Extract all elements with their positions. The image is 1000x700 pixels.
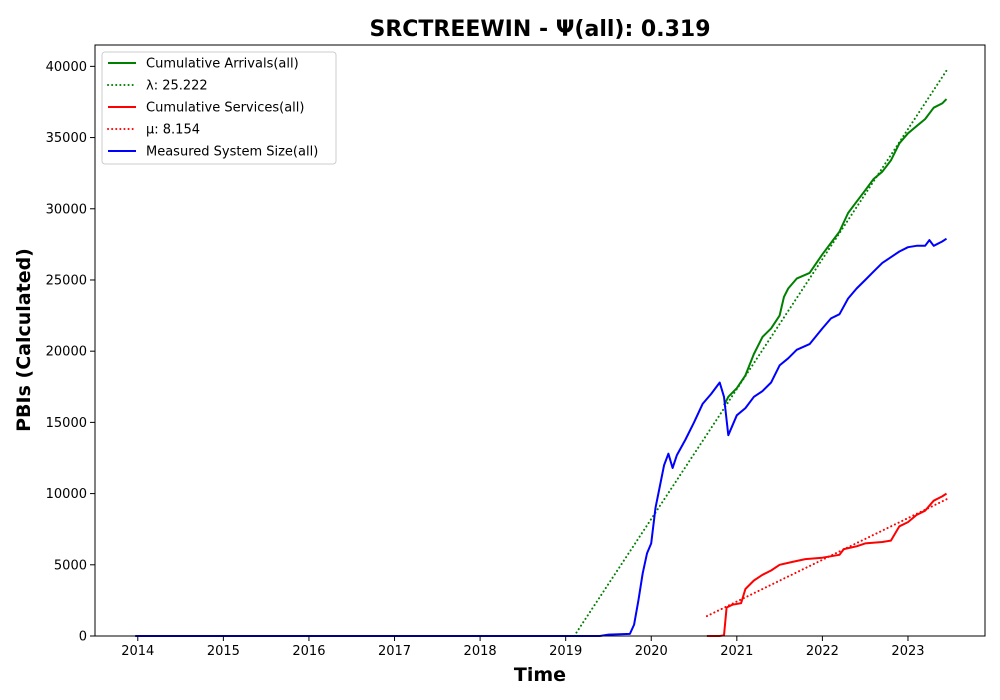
x-tick-label: 2022 — [806, 644, 839, 659]
x-tick-label: 2014 — [121, 644, 154, 659]
legend-box — [101, 51, 337, 165]
series-line-2 — [706, 492, 948, 637]
x-tick-label: 2019 — [549, 644, 582, 659]
chart-title: SRCTREEWIN - Ψ(all): 0.319 — [369, 17, 710, 42]
x-tick-label: 2015 — [207, 644, 240, 659]
x-tick-label: 2016 — [292, 644, 325, 659]
series-line-0 — [723, 98, 948, 406]
y-tick-label: 20000 — [46, 345, 87, 360]
series-line-3 — [705, 498, 948, 618]
y-tick-label: 15000 — [46, 416, 87, 431]
x-tick-label: 2023 — [891, 644, 924, 659]
legend-label-4: Measured System Size(all) — [146, 145, 318, 160]
y-tick-label: 35000 — [46, 131, 87, 146]
plot-frame — [94, 44, 986, 637]
legend-label-0: Cumulative Arrivals(all) — [146, 57, 299, 72]
x-tick-label: 2021 — [720, 644, 753, 659]
x-tick-label: 2020 — [635, 644, 668, 659]
y-tick-label: 30000 — [46, 202, 87, 217]
y-tick-label: 40000 — [46, 60, 87, 75]
y-axis: 0 5000 10000 15000 20000 25000 30000 35000 40000 — [46, 60, 95, 645]
x-axis-title: Time — [514, 664, 566, 686]
y-axis-title: PBIs (Calculated) — [13, 248, 35, 432]
y-tick-label: 5000 — [54, 558, 87, 573]
legend-label-2: Cumulative Services(all) — [146, 101, 304, 116]
x-tick-label: 2018 — [464, 644, 497, 659]
legend: Cumulative Arrivals(all) λ: 25.222 Cumulat… — [101, 51, 337, 165]
series-layer — [135, 69, 948, 637]
y-tick-label: 25000 — [46, 273, 87, 288]
y-tick-label: 10000 — [46, 487, 87, 502]
x-tick-label: 2017 — [378, 644, 411, 659]
x-axis: 2014 2015 2016 2017 2018 2019 2020 2021 2022 2023 — [121, 636, 925, 659]
series-line-4 — [135, 237, 948, 637]
legend-label-1: λ: 25.222 — [146, 79, 208, 94]
y-tick-label: 0 — [79, 630, 87, 645]
legend-label-3: μ: 8.154 — [146, 123, 200, 138]
